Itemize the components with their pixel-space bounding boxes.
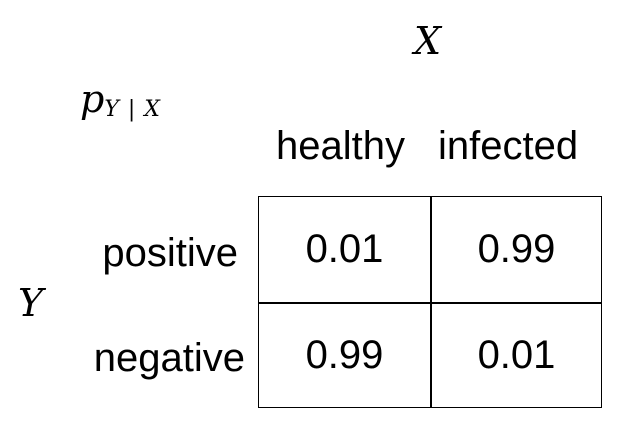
column-header-infected: infected <box>438 124 579 168</box>
x-variable-label: X <box>414 19 442 63</box>
cell-negative-infected: 0.01 <box>477 333 556 377</box>
row-header-positive: positive <box>102 231 238 275</box>
table-row-divider <box>259 302 601 304</box>
y-variable-label: Y <box>18 281 44 325</box>
distribution-symbol: p <box>80 77 105 121</box>
conditional-distribution-label: pY | X <box>80 80 161 121</box>
probability-table: 0.01 0.99 0.99 0.01 <box>258 196 602 408</box>
row-header-negative: negative <box>93 336 245 380</box>
column-header-healthy: healthy <box>276 124 405 168</box>
cell-positive-healthy: 0.01 <box>305 227 384 271</box>
cell-positive-infected: 0.99 <box>477 227 556 271</box>
distribution-subscript: Y | X <box>104 97 161 122</box>
cell-negative-healthy: 0.99 <box>305 333 384 377</box>
